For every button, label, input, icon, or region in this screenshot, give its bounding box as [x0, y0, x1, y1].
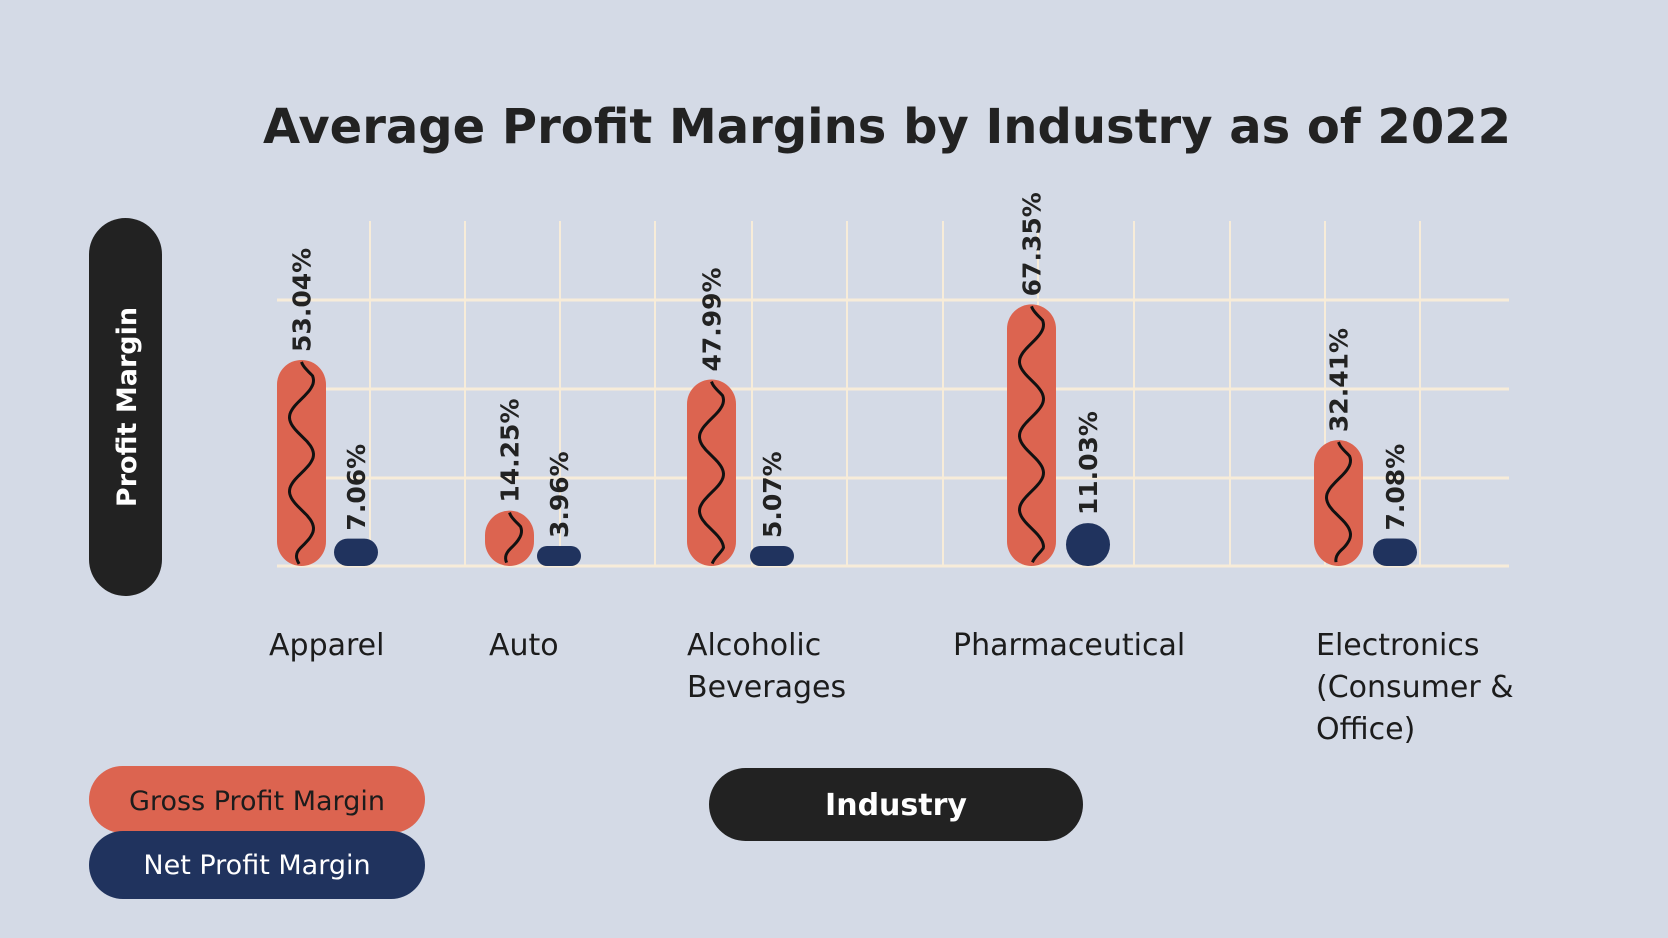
x-axis-title: Industry	[825, 788, 967, 823]
bar-wave-decoration	[1324, 441, 1353, 563]
bars: 53.04% 14.25% 47.99% 67.35% 32.41% 7.06% 3.96%…	[277, 192, 1417, 566]
category-label: Alcoholic	[687, 628, 821, 663]
bar-wave-decoration	[1017, 305, 1046, 563]
bar-net-profit	[334, 538, 378, 566]
legend-label-gross: Gross Profit Margin	[129, 786, 385, 817]
bar-gross-profit	[485, 510, 534, 566]
category-label: Apparel	[269, 628, 384, 663]
bar-net-profit	[1373, 538, 1417, 566]
value-label-net: 7.06%	[342, 444, 371, 531]
bar-gross-profit	[687, 379, 736, 566]
value-label-gross: 53.04%	[288, 248, 317, 352]
bar-gross-profit	[277, 359, 326, 566]
bar-net-profit	[750, 546, 794, 566]
y-axis-title: Profit Margin	[112, 307, 143, 507]
bar-net-profit	[1066, 523, 1110, 566]
category-label: Electronics	[1316, 628, 1480, 663]
value-label-gross: 67.35%	[1018, 192, 1047, 296]
bar-gross-profit	[1007, 304, 1056, 566]
category-label: (Consumer &	[1316, 670, 1514, 705]
category-label: Pharmaceutical	[953, 628, 1185, 663]
value-label-net: 11.03%	[1074, 411, 1103, 515]
bar-wave-decoration	[504, 512, 524, 564]
bar-gross-profit	[1314, 440, 1363, 566]
category-label: Beverages	[687, 670, 846, 705]
legend-item-gross: Gross Profit Margin	[89, 766, 425, 833]
bar-wave-decoration	[287, 361, 316, 565]
category-label: Auto	[489, 628, 559, 663]
bar-wave-decoration	[697, 381, 726, 565]
value-label-net: 5.07%	[758, 451, 787, 538]
value-label-net: 7.08%	[1381, 444, 1410, 531]
chart-title: Average Profit Margins by Industry as of…	[263, 99, 1511, 155]
legend-label-net: Net Profit Margin	[143, 850, 370, 881]
value-label-gross: 14.25%	[496, 398, 525, 502]
grid	[277, 221, 1509, 568]
category-labels: Apparel Auto Alcoholic Beverages Pharmaceuti…	[269, 628, 1514, 747]
value-label-gross: 32.41%	[1325, 328, 1354, 432]
value-label-net: 3.96%	[545, 451, 574, 538]
x-axis-label: Industry	[709, 768, 1083, 841]
bar-net-profit	[537, 546, 581, 566]
legend: Gross Profit Margin Net Profit Margin	[89, 766, 425, 899]
legend-item-net: Net Profit Margin	[89, 831, 425, 899]
category-label: Office)	[1316, 712, 1415, 747]
value-label-gross: 47.99%	[698, 267, 727, 371]
y-axis-label: Profit Margin	[89, 218, 162, 596]
